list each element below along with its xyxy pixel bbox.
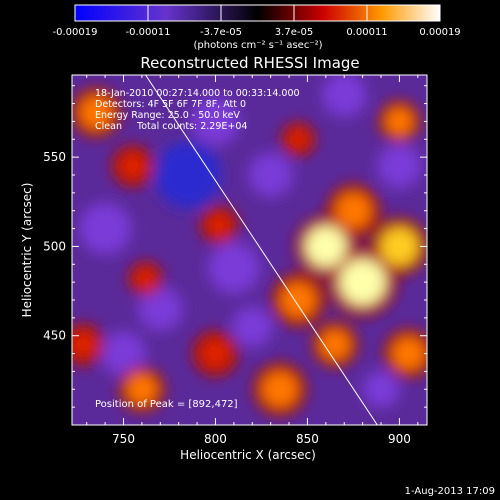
cold-blob [208,242,260,294]
colorbar-tick-label: -0.00019 [53,27,98,38]
annotation-line: 18-Jan-2010 00:27:14.000 to 00:33:14.000 [95,88,300,99]
hot-blob [380,227,419,266]
x-tick-label: 850 [296,432,319,446]
solar-limb-line [145,75,378,425]
chart-title: Reconstructed RHESSI Image [140,54,359,72]
heatmap-plot: 750 800 850 900 450 500 550 [43,74,428,446]
hot-blob [280,281,317,319]
colorbar-gradient [74,4,441,22]
annotations: 18-Jan-2010 00:27:14.000 to 00:33:14.000… [95,88,300,132]
cold-blob [101,331,146,376]
x-axis-label: Heliocentric X (arcsec) [180,448,316,462]
y-tick-label: 500 [43,239,66,253]
hot-blob [133,266,158,291]
annotation-line: Energy Range: 25.0 - 50.0 keV [95,110,240,121]
cold-blob [377,143,422,189]
timestamp: 1-Aug-2013 17:09 [405,486,495,497]
colorbar-tick-label: 0.00011 [346,27,387,38]
colorbar-tick-label: -3.7e-05 [200,27,242,38]
hot-blob [335,192,372,229]
colorbar-tick-label: 3.7e-05 [275,27,313,38]
colorbar-tick-label: -0.00011 [126,27,171,38]
annotation-line: Detectors: 4F 5F 6F 7F 8F, Att 0 [95,99,246,110]
hot-blob [126,373,158,405]
hot-blob [72,330,98,359]
hot-blob [206,212,233,238]
cold-blob [248,152,293,198]
y-axis-label: Heliocentric Y (arcsec) [20,183,34,318]
colorbar: -0.00019 -0.00011 -3.7e-05 3.7e-05 0.00011 0.… [53,4,461,51]
cold-blob [232,306,273,348]
plot-frame [71,74,428,426]
hot-blob [339,258,386,306]
cold-blob [79,202,131,255]
colorbar-tick-label: 0.00019 [419,27,460,38]
cold-blob [138,286,183,332]
cold-blob [191,97,240,146]
cold-blob [322,75,367,117]
hot-blob [319,329,351,361]
heatmap-blobs [72,75,427,417]
hot-blob [200,338,231,370]
hot-blob [305,225,347,268]
x-tick-label: 900 [388,432,411,446]
cold-blob [362,370,400,408]
cold-blob [154,141,221,209]
hot-blob [385,107,414,136]
colorbar-units: (photons cm⁻² s⁻¹ asec⁻²) [193,40,322,51]
hot-blob [286,127,310,151]
y-tick-label: 450 [43,329,66,343]
x-tick-label: 800 [204,432,227,446]
annotation-line: Clean Total counts: 2.29E+04 [95,121,247,132]
hot-blob [79,95,113,130]
x-tick-label: 750 [112,432,135,446]
peak-position-label: Position of Peak = [892,472] [95,399,238,410]
colorbar-ticks: -0.00019 -0.00011 -3.7e-05 3.7e-05 0.00011 0.… [53,5,461,38]
axis-ticks: 750 800 850 900 450 500 550 [43,75,427,446]
hot-blob [261,371,298,408]
y-tick-label: 550 [43,150,66,164]
hot-blob [118,151,147,181]
hot-blob [391,336,426,371]
